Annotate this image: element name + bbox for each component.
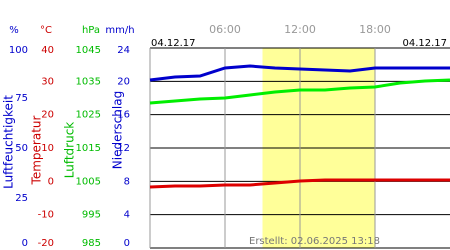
axis-title: Temperatur	[30, 115, 44, 185]
axis-unit: mm/h	[105, 25, 134, 36]
axis-unit: %	[9, 25, 19, 36]
y-tick-label: 24	[117, 45, 130, 56]
y-tick-label: 1015	[76, 143, 101, 154]
y-tick-label: 20	[117, 76, 130, 87]
x-tick-label: 18:00	[359, 23, 391, 36]
footer: Erstellt: 02.06.2025 13:18	[249, 236, 380, 247]
y-tick-label: 50	[15, 143, 28, 154]
y-tick-label: -20	[38, 238, 54, 249]
y-tick-label: 1045	[76, 45, 101, 56]
y-tick-label: 20	[41, 110, 54, 121]
y-tick-label: 40	[41, 45, 54, 56]
y-tick-label: 0	[124, 238, 130, 249]
y-tick-label: 0	[48, 176, 54, 187]
start-date: 04.12.17	[151, 38, 196, 49]
y-tick-label: 1025	[76, 110, 101, 121]
y-tick-label: 12	[117, 143, 130, 154]
y-tick-label: 16	[117, 110, 130, 121]
y-tick-label: 1005	[76, 176, 101, 187]
y-tick-label: 75	[15, 93, 28, 104]
axis-title: Niederschlag	[111, 91, 125, 169]
y-tick-label: 10	[41, 143, 54, 154]
y-tick-label: 0	[22, 238, 28, 249]
y-tick-label: 25	[15, 193, 28, 204]
end-date: 04.12.17	[402, 38, 447, 49]
axis-unit: °C	[40, 25, 52, 36]
axis-unit: hPa	[82, 25, 100, 36]
y-tick-label: 985	[82, 238, 101, 249]
y-tick-label: 100	[9, 45, 28, 56]
axis-title: Luftfeuchtigkeit	[2, 95, 16, 189]
axis-title: Luftdruck	[63, 122, 77, 179]
x-tick-label: 12:00	[284, 23, 316, 36]
y-tick-label: -10	[38, 210, 54, 221]
y-tick-label: 995	[82, 210, 101, 221]
y-tick-label: 1035	[76, 76, 101, 87]
series-line	[149, 78, 450, 105]
series-line	[149, 64, 450, 82]
y-tick-label: 8	[124, 176, 130, 187]
x-tick-label: 06:00	[209, 23, 241, 36]
y-tick-label: 4	[124, 210, 130, 221]
series-line	[149, 178, 450, 189]
y-tick-label: 30	[41, 76, 54, 87]
